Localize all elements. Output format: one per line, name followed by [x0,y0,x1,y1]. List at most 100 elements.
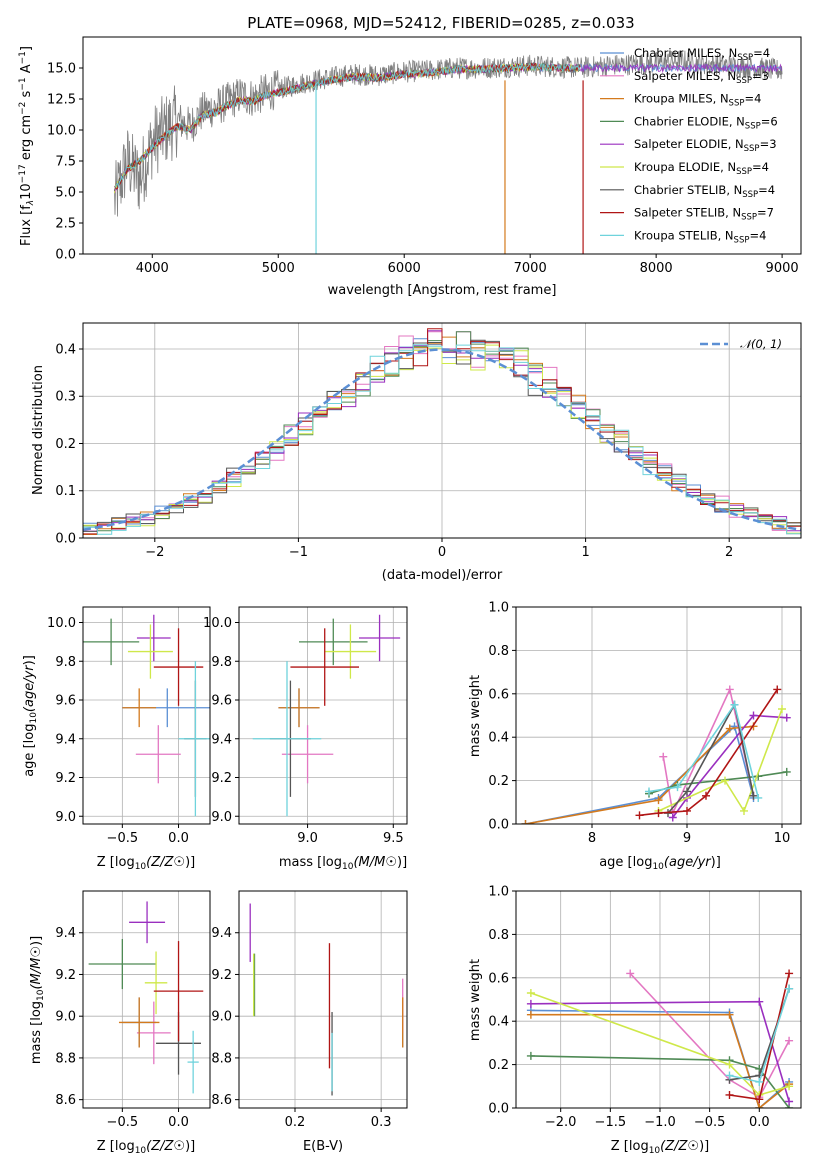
x-axis-label: (data-model)/error [382,568,503,583]
y-tick-label: 9.4 [55,926,76,941]
weight-point-marker [778,704,786,713]
weight-point-marker [730,700,739,709]
residual-histogram-step [83,344,801,535]
legend-entry: Salpeter ELODIE, NSSP=3 [634,137,777,154]
axes-frame [238,890,408,1109]
y-tick-label: 0.2 [488,774,509,789]
x-tick-label: −1.5 [595,1115,627,1130]
weight-point-marker [526,999,535,1008]
weight-point-marker [749,791,758,800]
y-axis-label: Normed distribution [31,365,46,495]
axes-frame [515,890,802,1109]
figure-title: PLATE=0968, MJD=52412, FIBERID=0285, z=0… [247,14,634,32]
x-tick-label: 1 [581,545,589,560]
residuals-plot-area [83,328,801,535]
weight-point-marker [785,969,794,978]
weight-point-marker [668,813,677,822]
y-tick-label: 15.0 [47,62,76,77]
weight-point-marker [673,783,682,792]
weight-point-marker [626,969,635,978]
y-tick-label: 8.8 [211,1051,232,1066]
y-tick-label: 1.0 [488,885,509,900]
legend-entry: Chabrier ELODIE, NSSP=6 [634,114,778,131]
age_weight-panel: 8 9 10 0.0 0.2 0.4 0.6 0.8 1.0 age [log10(age/yr)… [468,601,802,872]
x-tick-label: 0 [438,545,446,560]
weight-series-line [526,997,794,1106]
y-tick-label: 0.3 [55,390,76,405]
x-tick-label: 0.2 [285,1115,306,1130]
errorbar-point [144,951,168,1015]
mass_age-plot-area [252,614,401,817]
x-tick-label: −1 [289,545,308,560]
errorbar-point [187,1030,199,1094]
x-tick-label: 0.0 [168,831,189,846]
y-tick-label: 0.2 [488,1058,509,1073]
errorbar-point [136,1001,171,1065]
y-tick-label: 9.8 [211,655,232,670]
x-tick-label: −0.5 [107,1115,139,1130]
model-spectrum-line [114,62,581,189]
weight-point-marker [785,1097,794,1106]
y-tick-label: 10.0 [47,124,76,139]
weight-point-marker [683,806,691,815]
weight-point-marker [654,796,663,805]
weight-point-marker [526,1051,535,1060]
y-tick-label: 8.6 [55,1093,76,1108]
errorbar-point [299,618,368,666]
errorbar-point [136,614,171,662]
weight-point-marker [754,793,763,802]
x-tick-label: 0.0 [749,1115,770,1130]
legend-entry: Kroupa MILES, NSSP=4 [634,92,761,109]
weight-point-marker [755,1104,764,1108]
x-tick-label: 5000 [262,261,295,276]
weight-point-marker [749,711,758,720]
age_weight-plot-area [521,685,791,824]
ebv_mass-panel: 0.2 0.3 8.6 8.8 9.0 9.2 9.4 E(B-V) [211,890,408,1154]
errorbar-point [118,997,160,1048]
x-tick-label: −0.5 [107,831,139,846]
y-tick-label: 9.4 [55,732,76,747]
legend-entry: 𝒩(0, 1) [740,337,782,351]
weight-point-marker [521,820,530,824]
x-tick-label: 7000 [514,261,547,276]
errorbar-point [83,618,140,666]
errorbar-point [278,688,320,728]
x-tick-label: 6000 [388,261,421,276]
y-tick-label: 0.6 [488,687,509,702]
weight-point-marker [725,1090,734,1099]
x-axis-label: E(B-V) [303,1139,343,1154]
errorbar-point [281,725,334,784]
x-tick-label: 8000 [640,261,673,276]
weight-point-marker [526,1010,535,1019]
weight-point-marker [773,685,782,694]
y-tick-label: 0.4 [488,1015,509,1030]
errorbar-point [88,938,157,990]
y-tick-label: 5.0 [55,186,76,201]
x-tick-label: −0.5 [694,1115,726,1130]
y-tick-label: 1.0 [488,601,509,616]
y-tick-label: 9.6 [211,694,232,709]
Z_weight-panel: −2.0 −1.5 −1.0 −0.5 0.0 0.0 0.2 0.4 0.6 0.8 1.0 Z [… [468,885,802,1156]
y-tick-label: 9.2 [55,968,76,983]
residual-histogram-step [83,344,801,534]
mass_age-panel: 9.0 9.5 9.0 9.2 9.4 9.6 9.8 10.0 mass [log10(M/M… [203,606,408,872]
weight-point-marker [645,787,653,796]
errorbar-point [252,661,322,817]
weight-point-marker [782,767,791,776]
x-tick-label: 9.0 [297,831,318,846]
x-tick-label: 0.0 [168,1115,189,1130]
axes-frame [238,606,408,825]
weight-point-marker [725,1071,734,1080]
weight-point-marker [635,811,644,820]
spectrum-legend: Chabrier MILES, NSSP=4 Salpeter MILES, NS… [600,46,778,245]
weight-point-marker [785,984,794,993]
x-tick-label: 9000 [766,261,799,276]
y-tick-label: 0.1 [55,484,76,499]
Z_age-plot-area [83,614,210,817]
y-axis-label: mass weight [468,675,483,757]
legend-entry: Salpeter MILES, NSSP=3 [634,69,769,86]
weight-point-marker [654,809,663,818]
Z_age-panel: −0.5 0.0 9.0 9.2 9.4 9.6 9.8 10.0 Z [log10(Z/Z☉)… [22,606,211,872]
x-tick-label: 8 [588,831,596,846]
weight-series-line [725,984,794,1086]
